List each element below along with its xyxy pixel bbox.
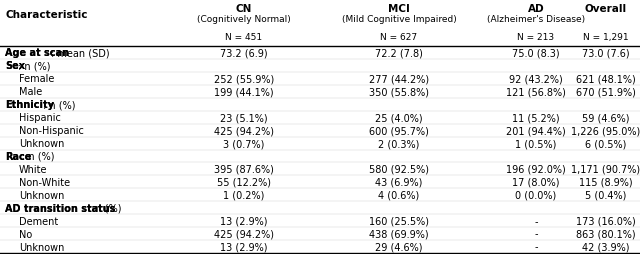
Text: Sex: Sex [5, 61, 25, 71]
Text: AD: AD [528, 4, 544, 14]
Text: 23 (5.1%): 23 (5.1%) [220, 113, 268, 123]
Text: 438 (69.9%): 438 (69.9%) [369, 229, 429, 239]
Text: 3 (0.7%): 3 (0.7%) [223, 138, 265, 148]
Text: Overall: Overall [585, 4, 627, 14]
Text: 0 (0.0%): 0 (0.0%) [515, 190, 557, 200]
Text: 115 (8.9%): 115 (8.9%) [579, 177, 633, 187]
Text: 350 (55.8%): 350 (55.8%) [369, 87, 429, 97]
Text: 72.2 (7.8): 72.2 (7.8) [375, 48, 423, 58]
Text: 425 (94.2%): 425 (94.2%) [214, 125, 274, 136]
Text: 13 (2.9%): 13 (2.9%) [220, 216, 268, 226]
Text: 2 (0.3%): 2 (0.3%) [378, 138, 420, 148]
Text: N = 1,291: N = 1,291 [583, 33, 629, 42]
Text: 863 (80.1%): 863 (80.1%) [576, 229, 636, 239]
Text: Race: Race [5, 151, 31, 161]
Text: 252 (55.9%): 252 (55.9%) [214, 74, 274, 84]
Text: Age at scan: Age at scan [5, 48, 69, 58]
Text: : n (%): : n (%) [18, 61, 50, 71]
Text: No: No [19, 229, 32, 239]
Text: 600 (95.7%): 600 (95.7%) [369, 125, 429, 136]
Text: 29 (4.6%): 29 (4.6%) [375, 242, 423, 251]
Text: Unknown: Unknown [19, 242, 65, 251]
Text: -: - [534, 216, 538, 226]
Text: -: - [534, 242, 538, 251]
Text: 55 (12.2%): 55 (12.2%) [217, 177, 271, 187]
Text: 5 (0.4%): 5 (0.4%) [586, 190, 627, 200]
Text: 13 (2.9%): 13 (2.9%) [220, 242, 268, 251]
Text: 173 (16.0%): 173 (16.0%) [576, 216, 636, 226]
Text: 92 (43.2%): 92 (43.2%) [509, 74, 563, 84]
Text: 121 (56.8%): 121 (56.8%) [506, 87, 566, 97]
Text: N = 213: N = 213 [517, 33, 555, 42]
Text: : n (%): : n (%) [89, 203, 122, 213]
Text: 25 (4.0%): 25 (4.0%) [375, 113, 423, 123]
Text: 11 (5.2%): 11 (5.2%) [512, 113, 560, 123]
Text: 1 (0.2%): 1 (0.2%) [223, 190, 265, 200]
Text: 75.0 (8.3): 75.0 (8.3) [512, 48, 560, 58]
Text: 425 (94.2%): 425 (94.2%) [214, 229, 274, 239]
Text: -: - [534, 229, 538, 239]
Text: Ethnicity: Ethnicity [5, 100, 54, 110]
Text: Female: Female [19, 74, 54, 84]
Text: Male: Male [19, 87, 42, 97]
Text: Unknown: Unknown [19, 138, 65, 148]
Text: Characteristic: Characteristic [5, 10, 88, 20]
Text: Age at scan: Age at scan [5, 48, 69, 58]
Text: 17 (8.0%): 17 (8.0%) [512, 177, 560, 187]
Text: 1 (0.5%): 1 (0.5%) [515, 138, 557, 148]
Text: 4 (0.6%): 4 (0.6%) [378, 190, 420, 200]
Text: 621 (48.1%): 621 (48.1%) [576, 74, 636, 84]
Text: 73.2 (6.9): 73.2 (6.9) [220, 48, 268, 58]
Text: 43 (6.9%): 43 (6.9%) [375, 177, 422, 187]
Text: 59 (4.6%): 59 (4.6%) [582, 113, 630, 123]
Text: Sex: Sex [5, 61, 25, 71]
Text: : n (%): : n (%) [22, 151, 54, 161]
Text: (Alzheimer's Disease): (Alzheimer's Disease) [487, 15, 585, 24]
Text: : n (%): : n (%) [43, 100, 76, 110]
Text: Hispanic: Hispanic [19, 113, 61, 123]
Text: 160 (25.5%): 160 (25.5%) [369, 216, 429, 226]
Text: 1,171 (90.7%): 1,171 (90.7%) [572, 164, 640, 174]
Text: 670 (51.9%): 670 (51.9%) [576, 87, 636, 97]
Text: 42 (3.9%): 42 (3.9%) [582, 242, 630, 251]
Text: 395 (87.6%): 395 (87.6%) [214, 164, 274, 174]
Text: CN: CN [236, 4, 252, 14]
Text: 580 (92.5%): 580 (92.5%) [369, 164, 429, 174]
Text: 277 (44.2%): 277 (44.2%) [369, 74, 429, 84]
Text: Non-Hispanic: Non-Hispanic [19, 125, 84, 136]
Text: Dement: Dement [19, 216, 58, 226]
Text: 201 (94.4%): 201 (94.4%) [506, 125, 566, 136]
Text: (Cognitively Normal): (Cognitively Normal) [197, 15, 291, 24]
Text: Race: Race [5, 151, 31, 161]
Text: Non-White: Non-White [19, 177, 70, 187]
Text: (Mild Cognitive Impaired): (Mild Cognitive Impaired) [342, 15, 456, 24]
Text: MCI: MCI [388, 4, 410, 14]
Text: 196 (92.0%): 196 (92.0%) [506, 164, 566, 174]
Text: : mean (SD): : mean (SD) [51, 48, 110, 58]
Text: N = 451: N = 451 [225, 33, 262, 42]
Text: AD transition status: AD transition status [5, 203, 115, 213]
Text: Unknown: Unknown [19, 190, 65, 200]
Text: 6 (0.5%): 6 (0.5%) [586, 138, 627, 148]
Text: N = 627: N = 627 [380, 33, 417, 42]
Text: White: White [19, 164, 47, 174]
Text: Ethnicity: Ethnicity [5, 100, 54, 110]
Text: AD transition status: AD transition status [5, 203, 115, 213]
Text: 1,226 (95.0%): 1,226 (95.0%) [572, 125, 640, 136]
Text: 73.0 (7.6): 73.0 (7.6) [582, 48, 630, 58]
Text: 199 (44.1%): 199 (44.1%) [214, 87, 274, 97]
